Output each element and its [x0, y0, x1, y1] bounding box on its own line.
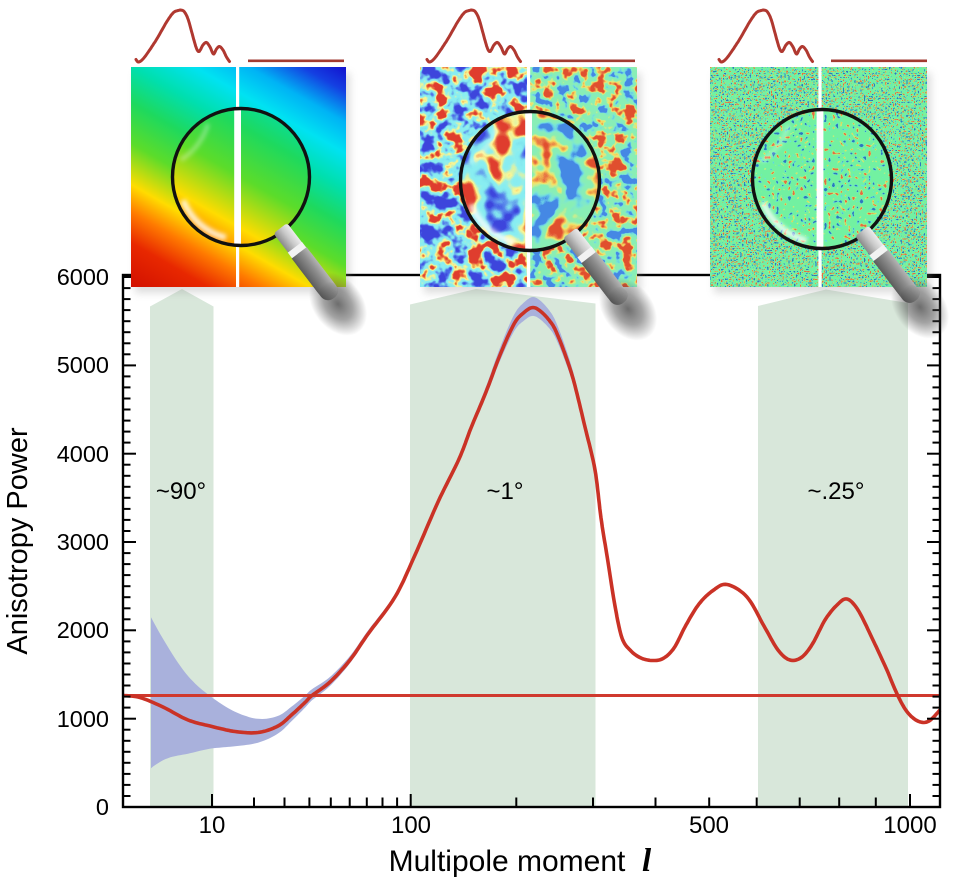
svg-text:6000: 6000	[57, 264, 109, 290]
svg-text:~.25°: ~.25°	[808, 478, 865, 505]
svg-text:4000: 4000	[57, 441, 109, 467]
svg-text:5000: 5000	[57, 352, 109, 378]
svg-text:~90°: ~90°	[156, 478, 206, 505]
svg-text:1000: 1000	[57, 706, 109, 732]
svg-text:2000: 2000	[57, 617, 109, 643]
svg-text:0: 0	[96, 794, 109, 820]
svg-text:l: l	[642, 843, 652, 879]
svg-text:3000: 3000	[57, 529, 109, 555]
svg-text:~1°: ~1°	[487, 478, 524, 505]
svg-text:10: 10	[199, 812, 226, 839]
svg-text:500: 500	[689, 812, 729, 839]
svg-text:Anisotropy Power: Anisotropy Power	[2, 427, 34, 655]
svg-text:Multipole moment: Multipole moment	[389, 845, 626, 878]
svg-text:1000: 1000	[883, 812, 936, 839]
svg-text:100: 100	[391, 812, 431, 839]
